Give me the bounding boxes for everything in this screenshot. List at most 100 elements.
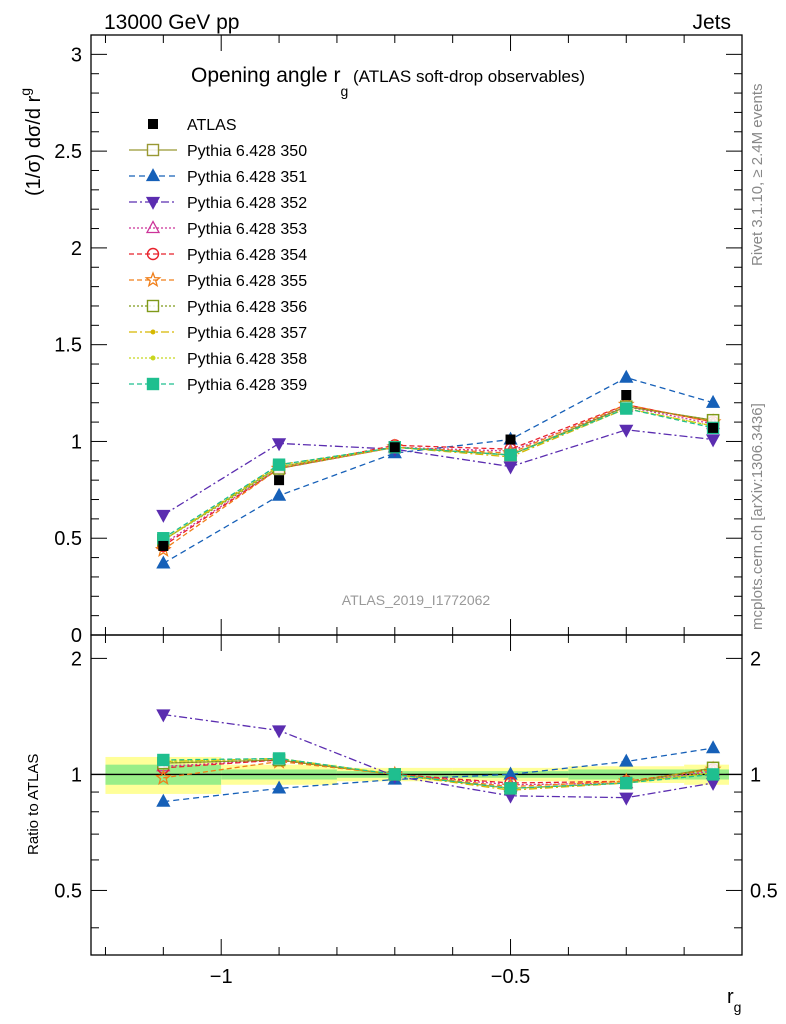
legend-label: Pythia 6.428 359 (187, 377, 307, 394)
ratio-panel-frame (90, 634, 743, 956)
main-series-group (154, 369, 722, 569)
y-tick-label-ratio-right: 1 (750, 764, 761, 786)
series-line (162, 405, 714, 541)
series-point (156, 509, 171, 523)
ratio-point (272, 752, 286, 765)
series-line (162, 376, 714, 564)
series-line (162, 429, 714, 516)
legend-marker (146, 143, 160, 157)
legend-label: Pythia 6.428 358 (187, 351, 307, 368)
x-axis-label-sub: g (734, 999, 742, 1015)
data-point (505, 434, 516, 445)
x-axis-label: rg (727, 986, 741, 1015)
legend-marker (145, 220, 161, 234)
data-point (274, 475, 285, 486)
legend-marker (146, 299, 160, 313)
ratio-line (163, 757, 714, 790)
ratio-point (271, 725, 287, 739)
y-tick-label-ratio-left: 1 (71, 764, 82, 786)
data-point (158, 540, 169, 551)
legend-label: Pythia 6.428 356 (187, 299, 307, 316)
legend-label: Pythia 6.428 355 (187, 273, 307, 290)
y-tick-label-main: 1.5 (54, 335, 82, 357)
legend-marker (150, 329, 156, 335)
legend-marker (146, 247, 160, 261)
legend-label: Pythia 6.428 353 (187, 221, 307, 238)
series-point (154, 540, 172, 558)
legend-label: Pythia 6.428 354 (187, 247, 307, 264)
y-tick-label-ratio-left: 2 (71, 648, 82, 670)
series-point (705, 394, 721, 408)
energy-label: 13000 GeV pp (104, 11, 239, 34)
series-line (162, 407, 714, 539)
plot-title-main: Opening angle r (191, 64, 340, 87)
legend-label: Pythia 6.428 351 (187, 169, 307, 186)
x-tick-label: −1 (210, 966, 233, 988)
y-tick-label-ratio-right: 2 (750, 648, 761, 670)
data-point (389, 442, 400, 453)
x-tick-label: −0.5 (491, 966, 530, 988)
y-axis-label-main-text: (1/σ) dσ/d r (23, 95, 45, 196)
series-point (619, 369, 634, 383)
series-point (156, 555, 171, 569)
legend-marker (145, 196, 161, 210)
ratio-line (163, 760, 714, 788)
ratio-point (504, 782, 517, 795)
ratio-point (620, 776, 633, 790)
legend: ATLAS Pythia 6.428 350 Pythia 6.428 351 Pyt… (129, 117, 307, 394)
legend-marker (144, 271, 162, 288)
x-axis-label-text: r (727, 986, 734, 1008)
y-axis-label-main: (1/σ) dσ/d rg (17, 88, 45, 196)
legend-marker (145, 168, 161, 182)
analysis-id: ATLAS_2019_I1772062 (342, 592, 491, 608)
y-axis-label-main-sub: g (17, 88, 33, 96)
data-point (621, 390, 632, 400)
ratio-point (154, 768, 172, 785)
ratio-line (163, 713, 714, 799)
y-tick-label-main: 2.5 (54, 141, 82, 163)
process-label: Jets (692, 11, 731, 34)
series-point (271, 487, 287, 501)
series-line (162, 404, 714, 551)
series-point (271, 438, 287, 452)
ratio-line (163, 759, 714, 790)
y-tick-label-main: 2 (71, 238, 82, 260)
ratio-point (157, 753, 170, 767)
ratio-line (163, 759, 714, 784)
ratio-point (706, 768, 720, 781)
y-tick-label-zero: 0 (71, 625, 82, 647)
series-line (162, 404, 714, 547)
series-point (504, 448, 517, 462)
legend-label: Pythia 6.428 350 (187, 143, 307, 160)
series-point (705, 434, 721, 448)
legend-marker (146, 377, 160, 391)
ratio-point (271, 780, 287, 794)
atlas-data-points (158, 390, 719, 551)
plot-title-paren: (ATLAS soft-drop observables) (348, 67, 585, 86)
series-line (162, 405, 714, 545)
series-point (272, 458, 286, 471)
plot-title-sub: g (340, 83, 348, 99)
series-point (620, 402, 633, 415)
ratio-series-group (154, 709, 722, 807)
y-tick-label-main: 0.5 (54, 528, 82, 550)
ratio-line (163, 747, 714, 803)
plot-title: Opening angle rg (ATLAS soft-drop observ… (191, 64, 585, 99)
ratio-point (156, 709, 171, 723)
y-tick-label-main: 1 (71, 431, 82, 453)
ratio-point (156, 793, 171, 807)
legend-label-atlas: ATLAS (187, 117, 237, 134)
axis-ticks: −1 −0.50.511.522.530.5 0.51 12 20 (54, 34, 778, 988)
mcplots-label: mcplots.cern.ch [arXiv:1306.3436] (749, 403, 766, 630)
series-point (503, 461, 518, 475)
rivet-label: Rivet 3.1.10, ≥ 2.4M events (749, 84, 766, 267)
ratio-point (388, 768, 401, 781)
y-tick-label-main: 3 (71, 44, 82, 66)
series-point (619, 424, 634, 438)
y-tick-label-ratio-right: 0.5 (750, 880, 778, 902)
legend-marker-atlas (148, 119, 158, 129)
legend-label: Pythia 6.428 357 (187, 325, 307, 342)
legend-label: Pythia 6.428 352 (187, 195, 307, 212)
y-tick-label-ratio-left: 0.5 (54, 880, 82, 902)
